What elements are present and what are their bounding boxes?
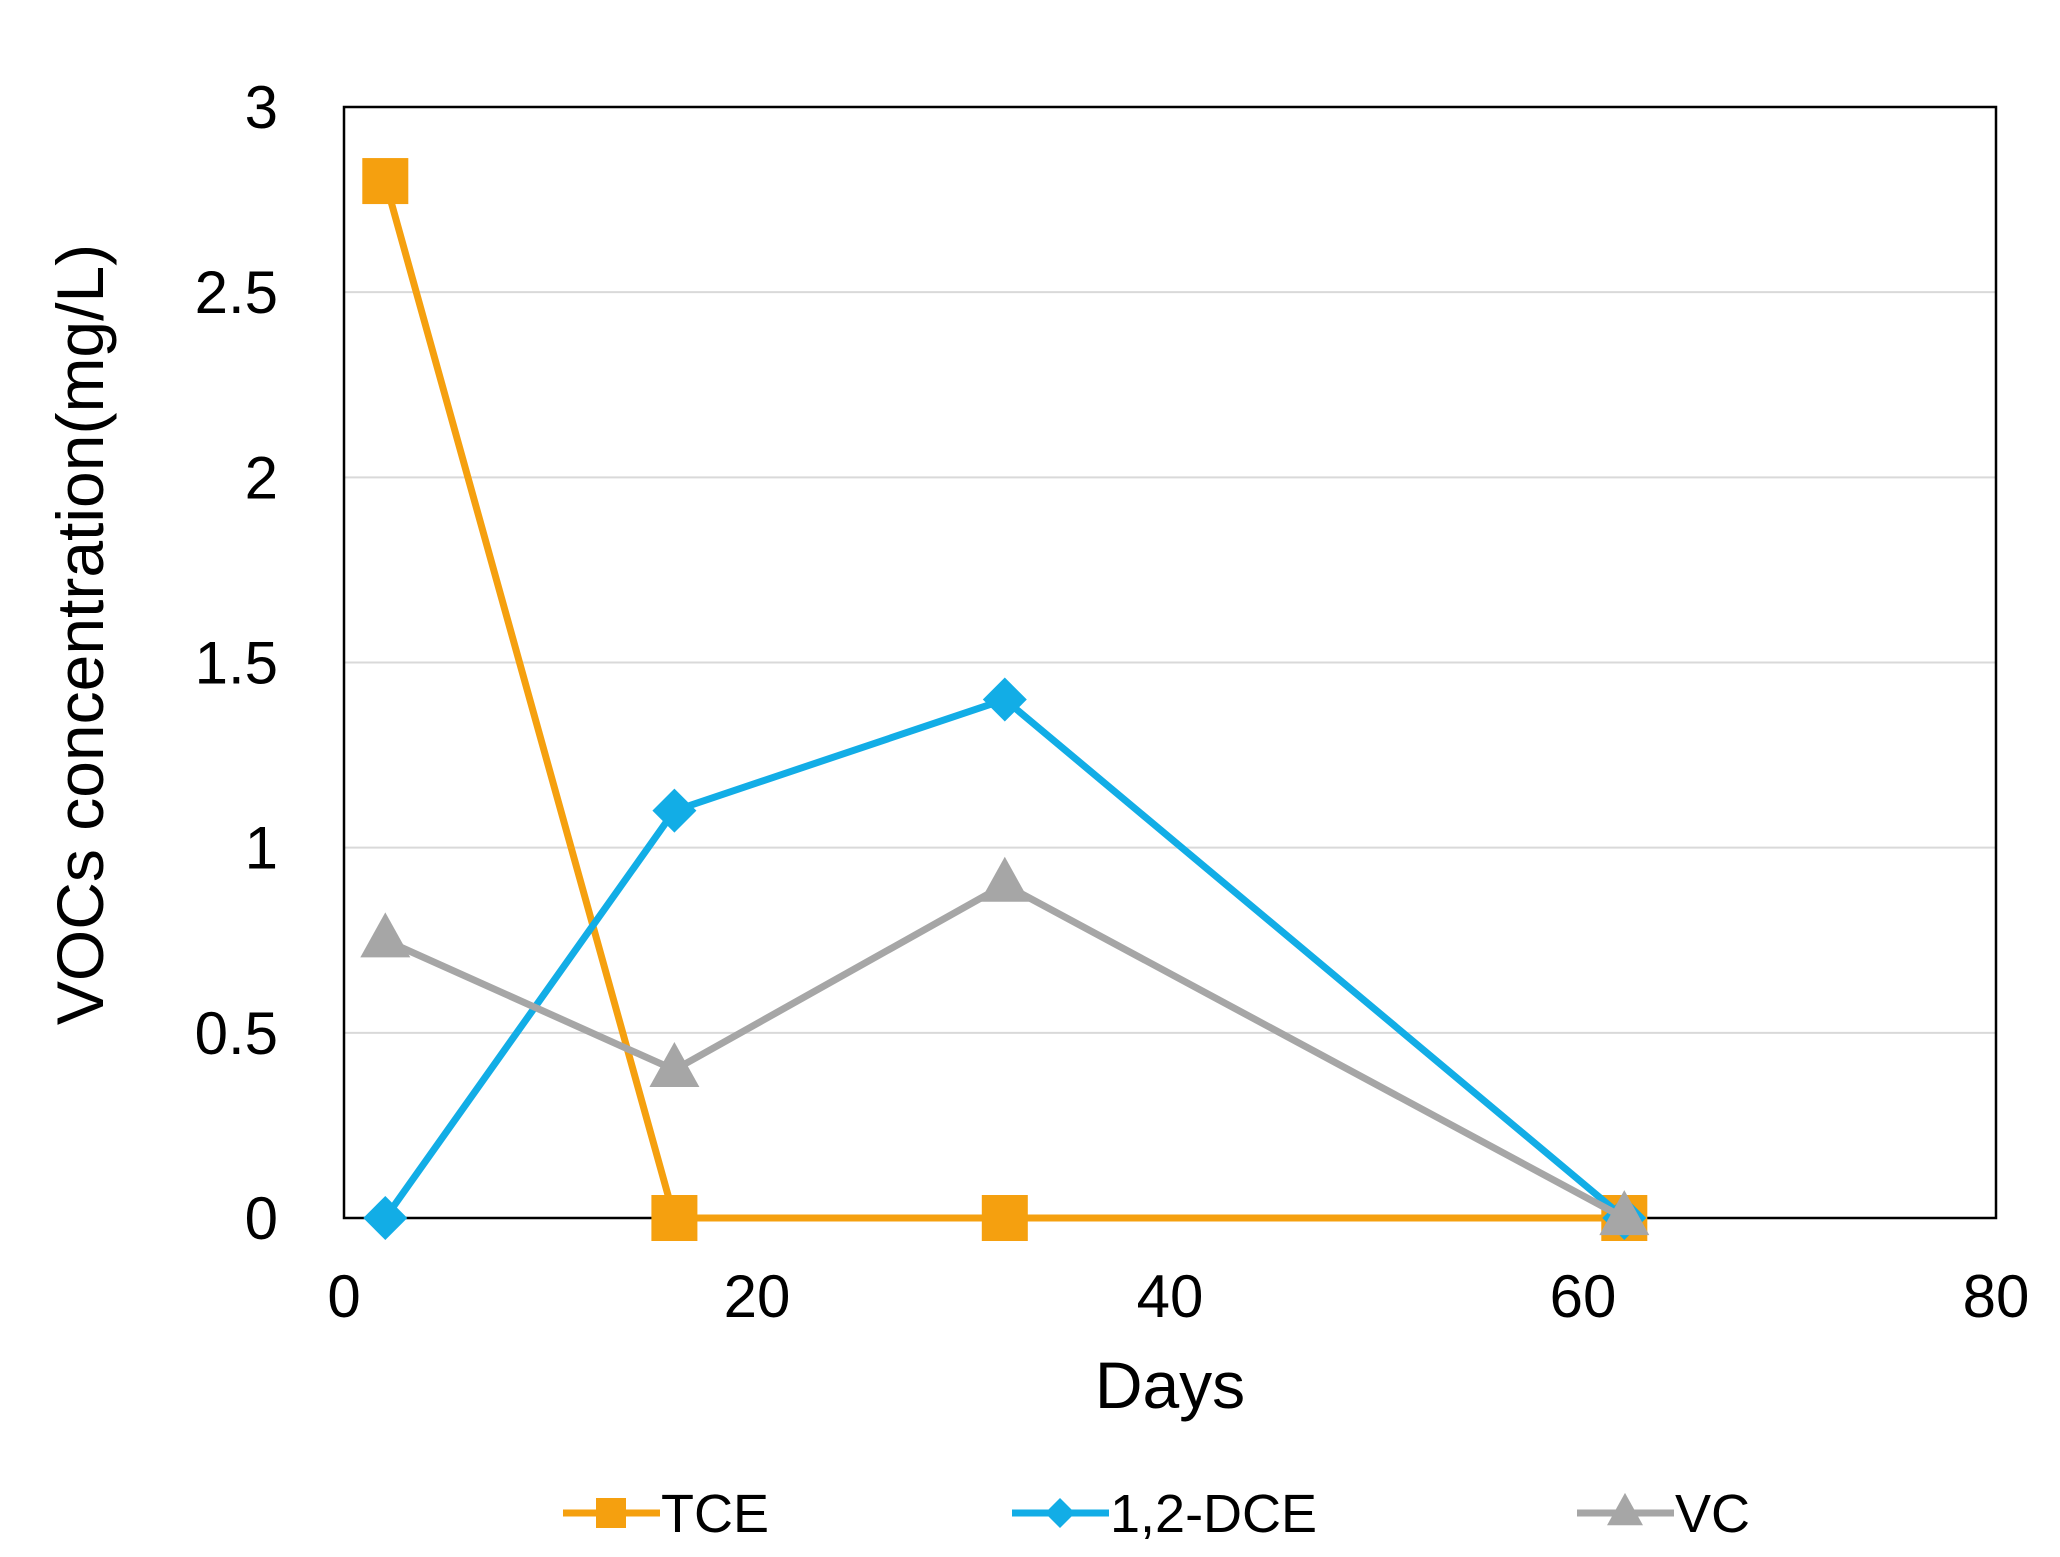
legend-label: TCE (661, 1484, 769, 1544)
y-tick-label: 2 (245, 444, 278, 511)
series-line (383, 881, 1626, 1222)
series-1,2-DCE (363, 677, 1647, 1240)
y-tick-label: 1 (245, 815, 278, 882)
y-tick-label: 0 (245, 1185, 278, 1252)
data-point (979, 856, 1030, 902)
data-point (981, 1195, 1028, 1241)
y-tick-label: 0.5 (195, 1000, 278, 1067)
series-line (382, 696, 1627, 1221)
legend-marker (1607, 1492, 1643, 1526)
x-tick-label: 20 (724, 1263, 791, 1330)
y-axis-title: VOCs concentration(mg/L) (43, 244, 117, 1025)
series-line (381, 180, 1625, 1222)
data-point (363, 1196, 408, 1240)
data-point (1599, 1190, 1650, 1236)
x-tick-label: 40 (1137, 1263, 1204, 1330)
legend-label: 1,2-DCE (1110, 1484, 1317, 1544)
gridlines (344, 291, 1996, 1034)
legend: TCE 1,2-DCE VC (563, 1484, 1750, 1544)
legend-item: TCE (563, 1484, 769, 1544)
data-point (982, 677, 1027, 722)
series-VC (360, 856, 1650, 1236)
y-tick-label: 2.5 (195, 259, 278, 326)
legend-label: VC (1675, 1484, 1750, 1544)
data-point (652, 788, 697, 833)
x-axis-title: Days (1095, 1348, 1245, 1422)
series-TCE (362, 158, 1648, 1241)
y-tick-label: 3 (245, 74, 278, 141)
legend-marker (1045, 1498, 1075, 1528)
data-point (651, 1195, 698, 1241)
legend-item: VC (1577, 1484, 1750, 1544)
legend-item: 1,2-DCE (1012, 1484, 1317, 1544)
x-tick-label: 60 (1550, 1263, 1617, 1330)
legend-marker (596, 1498, 626, 1528)
y-tick-label: 1.5 (195, 630, 278, 697)
data-point (360, 912, 411, 958)
x-tick-label: 80 (1963, 1263, 2030, 1330)
data-point (362, 158, 409, 205)
x-tick-label: 0 (327, 1263, 360, 1330)
data-point (649, 1041, 700, 1087)
tick-labels: 0 0.5 1 1.5 2 2.5 3 0 20 40 60 80 (195, 74, 2030, 1330)
series-layer (360, 158, 1650, 1241)
